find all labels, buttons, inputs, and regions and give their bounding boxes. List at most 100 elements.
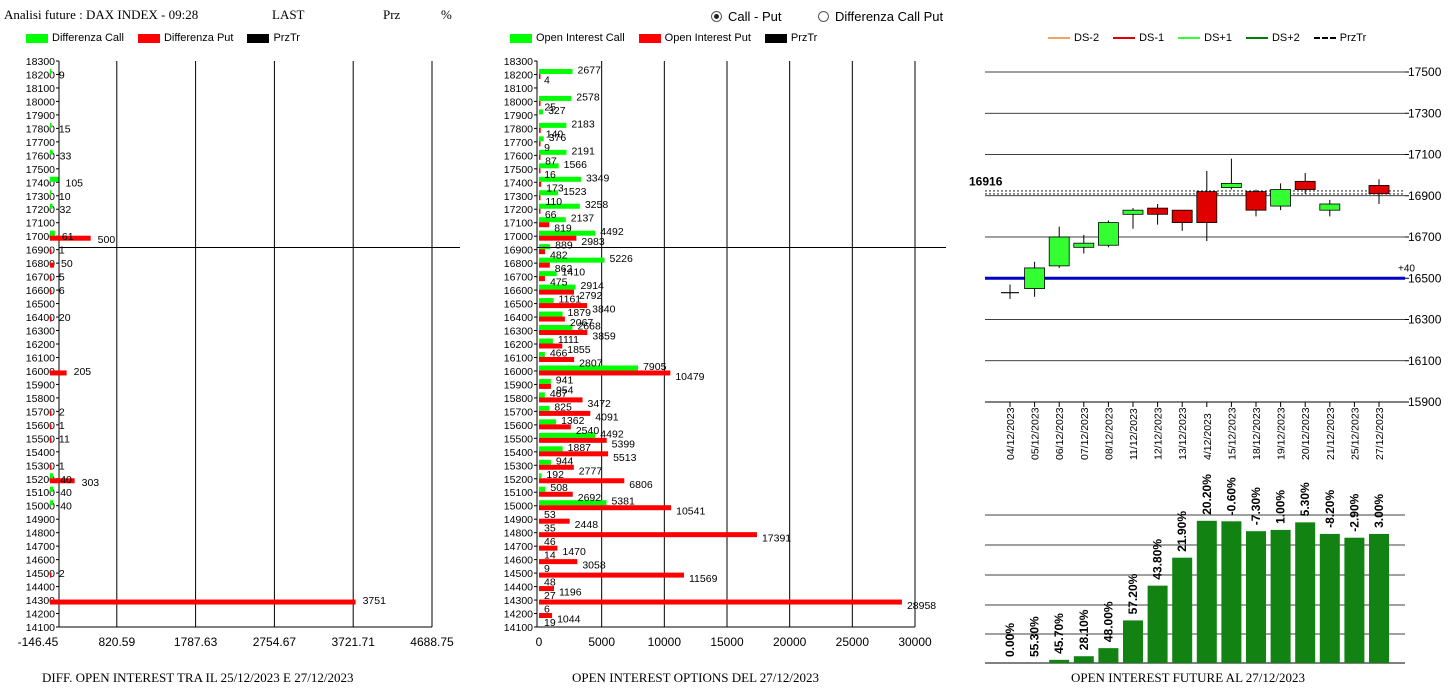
y-tick-label: 17500 xyxy=(26,164,55,176)
put-bar xyxy=(539,181,542,187)
put-bar xyxy=(539,586,554,592)
legend-candle-prztr: PrzTr xyxy=(1313,32,1366,44)
diff-data-label: 40 xyxy=(60,487,72,499)
oi-put-label: 6806 xyxy=(629,479,653,491)
put-bar xyxy=(539,222,550,228)
legend-ds-plus1: DS+1 xyxy=(1178,32,1232,44)
y-tick-label: 17600 xyxy=(504,150,533,162)
call-bar xyxy=(539,136,544,142)
candle-date-label: 11/12/2023 xyxy=(1128,408,1140,460)
put-bar xyxy=(49,410,52,416)
call-bar xyxy=(49,203,53,209)
put-bar xyxy=(49,599,356,605)
candle-date-label: 06/12/2023 xyxy=(1054,407,1066,460)
y-tick-label: 18200 xyxy=(504,69,533,81)
y-tick-label: 15900 xyxy=(26,379,55,391)
oi-put-label: 819 xyxy=(554,223,572,235)
oi-call-label: 825 xyxy=(554,401,572,413)
oi-put-label: 2777 xyxy=(579,465,603,477)
oi-call-label: 9 xyxy=(544,563,550,575)
x-tick-label: 2754.67 xyxy=(253,635,297,649)
put-bar xyxy=(49,464,52,470)
y-tick-label: 16100 xyxy=(504,352,533,364)
call-bar xyxy=(539,244,551,250)
green-swatch-icon xyxy=(510,33,532,43)
put-bar xyxy=(49,235,91,241)
put-bar xyxy=(539,370,671,376)
y-tick-label: 15600 xyxy=(504,420,533,432)
put-bar xyxy=(49,370,67,376)
radio-call-put[interactable]: Call - Put xyxy=(711,9,781,24)
diff-data-label: 1 xyxy=(59,460,65,472)
y-tick-label: 16500 xyxy=(26,299,55,311)
future-bar xyxy=(1270,529,1291,663)
y-tick-label: 15200 xyxy=(26,474,55,486)
candle-date-label: 05/12/2023 xyxy=(1030,407,1042,460)
call-bar xyxy=(539,338,553,344)
y-tick-label: 14200 xyxy=(26,609,55,621)
ma-offset-label: +40 xyxy=(1398,263,1415,274)
call-bar xyxy=(49,176,59,182)
put-bar xyxy=(539,397,583,403)
candle-date-label: 25/12/2023 xyxy=(1349,407,1361,460)
put-bar xyxy=(539,437,607,443)
put-bar xyxy=(539,249,546,255)
y-tick-label: 15000 xyxy=(26,501,55,513)
future-bar xyxy=(1098,648,1119,663)
future-pct-label: 0.00% xyxy=(1003,623,1017,657)
oi-call-label: 2183 xyxy=(571,118,595,130)
y-tick-label: 14700 xyxy=(26,541,55,553)
oi-put-label: 2067 xyxy=(570,317,594,329)
future-chart-caption: OPEN INTEREST FUTURE AL 27/12/2023 xyxy=(1071,670,1306,685)
oi-legend: Open Interest Call Open Interest Put Prz… xyxy=(510,32,817,44)
call-bar xyxy=(539,392,545,398)
diff-data-label: 1 xyxy=(59,420,65,432)
oi-call-label: 4492 xyxy=(600,226,624,238)
put-bar xyxy=(539,559,578,565)
x-tick-label: 1787.63 xyxy=(174,635,218,649)
diff-data-label: 3751 xyxy=(363,595,387,607)
put-bar xyxy=(539,424,571,430)
put-bar xyxy=(539,478,625,484)
radio-differenza-call-put[interactable]: Differenza Call Put xyxy=(818,9,943,24)
put-bar xyxy=(539,356,575,362)
y-tick-label: 14300 xyxy=(504,595,533,607)
put-bar xyxy=(539,599,902,605)
radio-differenza-label: Differenza Call Put xyxy=(835,9,944,24)
y-tick-label: 14900 xyxy=(26,514,55,526)
y-tick-label: 14600 xyxy=(504,555,533,567)
diff-data-label: 40 xyxy=(60,474,72,486)
oi-put-label: 1855 xyxy=(567,344,591,356)
y-tick-label: 15700 xyxy=(26,406,55,418)
y-tick-label: 14800 xyxy=(26,528,55,540)
oi-put-label: 87 xyxy=(545,155,557,167)
legend-oi-call: Open Interest Call xyxy=(510,32,625,44)
diff-data-label: 32 xyxy=(60,204,72,216)
future-bar xyxy=(1246,531,1266,663)
candle-date-label: 07/12/2023 xyxy=(1079,407,1091,460)
put-bar xyxy=(49,262,55,268)
diff-data-label: 33 xyxy=(60,150,72,162)
oi-call-label: 889 xyxy=(555,240,573,252)
legend-differenza-call: Differenza Call xyxy=(26,32,124,44)
put-bar xyxy=(539,154,541,160)
put-bar xyxy=(49,276,52,282)
future-bar xyxy=(1049,659,1070,663)
oi-call-label: 2668 xyxy=(577,321,601,333)
future-pct-label: -0.60% xyxy=(1224,477,1238,515)
put-bar xyxy=(49,424,52,430)
candle-down xyxy=(1368,185,1390,195)
x-tick-label: 3721.71 xyxy=(332,635,376,649)
red-swatch-icon xyxy=(137,33,160,43)
call-bar xyxy=(539,351,545,357)
put-bar xyxy=(539,572,684,578)
oi-put-label: 482 xyxy=(550,250,568,262)
call-bar xyxy=(539,149,567,155)
put-bar xyxy=(539,168,541,174)
y-tick-label: 14700 xyxy=(504,541,533,553)
future-bar xyxy=(1073,656,1094,663)
candle-y-label: 16300 xyxy=(1408,313,1442,327)
put-bar xyxy=(49,316,52,322)
y-tick-label: 15000 xyxy=(504,501,533,513)
